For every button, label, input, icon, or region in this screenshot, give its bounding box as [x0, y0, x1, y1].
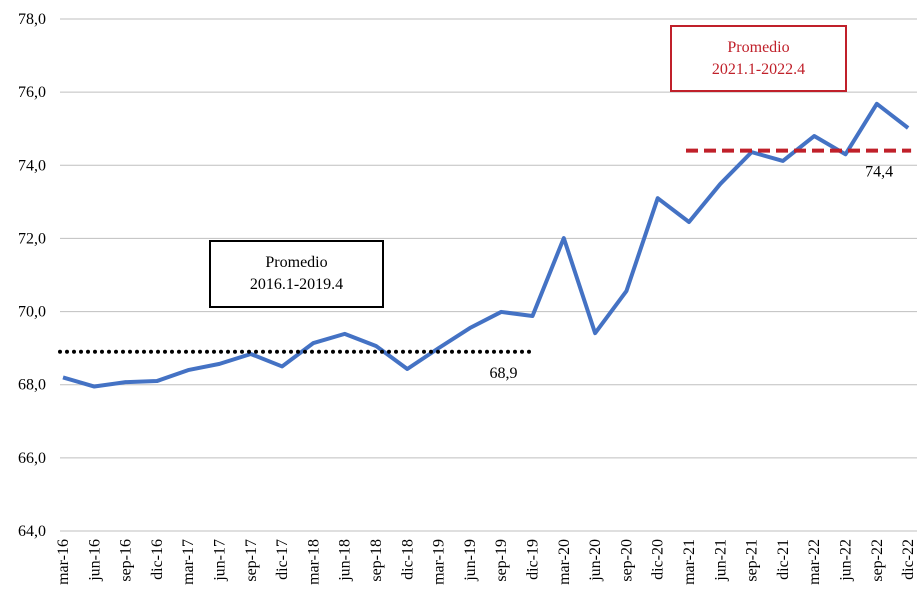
y-tick-label: 68,0 — [18, 377, 46, 394]
x-tick-label: dic-16 — [149, 539, 166, 580]
note-text: Promedio — [727, 39, 789, 56]
x-tick-label: dic-18 — [399, 539, 416, 580]
y-tick-label: 70,0 — [18, 304, 46, 321]
note-box — [209, 240, 384, 308]
x-tick-label: sep-20 — [618, 539, 635, 582]
x-tick-label: mar-20 — [556, 539, 573, 585]
y-tick-label: 66,0 — [18, 450, 46, 467]
x-tick-label: sep-22 — [869, 539, 886, 582]
note-text: Promedio — [265, 254, 327, 271]
x-tick-label: sep-18 — [368, 539, 385, 582]
x-tick-label: jun-19 — [462, 539, 479, 582]
note-text: 2016.1-2019.4 — [250, 276, 343, 293]
x-tick-label: dic-19 — [525, 539, 542, 580]
x-tick-label: mar-19 — [431, 539, 448, 585]
x-tick-label: sep-21 — [744, 539, 761, 582]
note-text: 2021.1-2022.4 — [712, 61, 805, 78]
y-tick-label: 72,0 — [18, 230, 46, 247]
x-tick-label: jun-18 — [337, 539, 354, 582]
x-tick-label: jun-16 — [86, 539, 103, 582]
x-tick-label: mar-17 — [180, 539, 197, 585]
x-tick-label: dic-22 — [900, 539, 917, 580]
y-tick-label: 76,0 — [18, 84, 46, 101]
x-tick-label: sep-16 — [118, 539, 135, 582]
y-tick-label: 74,0 — [18, 157, 46, 174]
x-tick-label: sep-19 — [493, 539, 510, 582]
x-tick-label: dic-20 — [650, 539, 667, 580]
x-tick-label: jun-17 — [212, 539, 229, 582]
x-tick-label: dic-21 — [775, 539, 792, 580]
y-tick-label: 78,0 — [18, 11, 46, 28]
x-tick-label: jun-22 — [838, 539, 855, 582]
x-tick-label: mar-18 — [305, 539, 322, 585]
x-tick-label: sep-17 — [243, 539, 260, 582]
y-tick-label: 64,0 — [18, 523, 46, 540]
series-line — [62, 101, 910, 389]
x-tick-label: mar-21 — [681, 539, 698, 585]
average-label: 68,9 — [490, 365, 518, 382]
x-tick-label: mar-22 — [806, 539, 823, 585]
x-tick-label: jun-21 — [712, 539, 729, 582]
x-tick-label: dic-17 — [274, 539, 291, 580]
average-label: 74,4 — [865, 164, 893, 181]
x-tick-label: jun-20 — [587, 539, 604, 582]
x-tick-label: mar-16 — [55, 539, 72, 585]
note-box — [670, 25, 847, 92]
